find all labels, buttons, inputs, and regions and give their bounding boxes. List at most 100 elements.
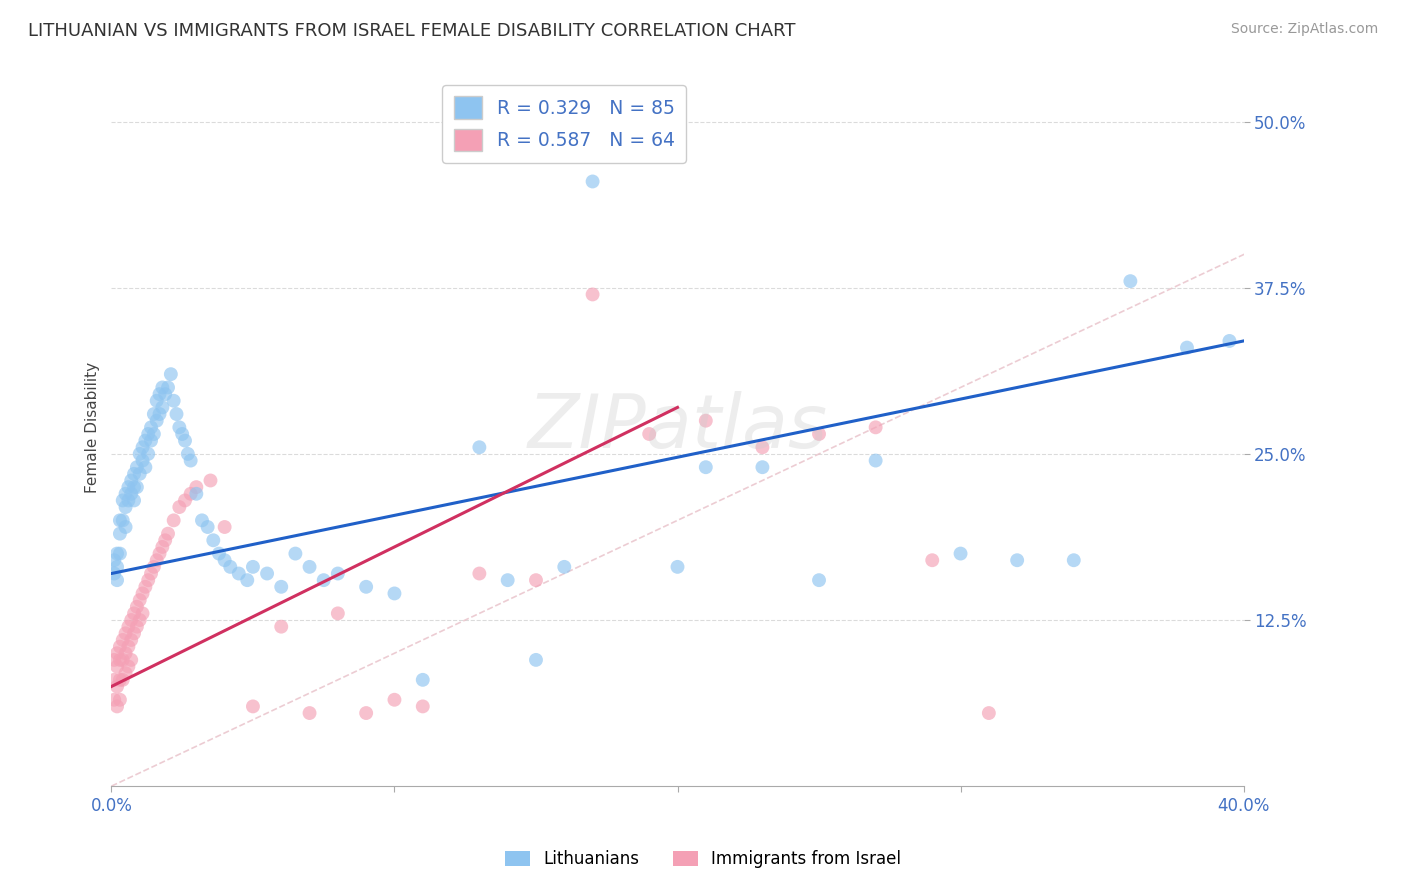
Point: [638, 427, 661, 442]
Point: [142, 427, 165, 442]
Point: [114, 626, 136, 640]
Point: [108, 653, 131, 667]
Point: [111, 673, 134, 687]
Point: [384, 586, 406, 600]
Point: [105, 646, 128, 660]
Point: [134, 460, 156, 475]
Point: [117, 480, 139, 494]
Point: [117, 659, 139, 673]
Point: [312, 573, 335, 587]
Point: [202, 533, 225, 548]
Legend: Lithuanians, Immigrants from Israel: Lithuanians, Immigrants from Israel: [498, 844, 908, 875]
Point: [103, 566, 125, 581]
Point: [270, 580, 292, 594]
Point: [122, 493, 145, 508]
Point: [139, 566, 162, 581]
Point: [105, 560, 128, 574]
Point: [142, 560, 165, 574]
Point: [148, 387, 170, 401]
Point: [120, 613, 142, 627]
Point: [186, 487, 208, 501]
Point: [125, 599, 148, 614]
Point: [412, 699, 434, 714]
Point: [191, 513, 214, 527]
Point: [117, 620, 139, 634]
Point: [384, 692, 406, 706]
Legend: R = 0.329   N = 85, R = 0.587   N = 64: R = 0.329 N = 85, R = 0.587 N = 64: [443, 85, 686, 162]
Point: [214, 553, 236, 567]
Point: [120, 632, 142, 647]
Point: [139, 420, 162, 434]
Point: [581, 174, 603, 188]
Point: [208, 547, 231, 561]
Point: [111, 632, 134, 647]
Point: [125, 620, 148, 634]
Point: [242, 699, 264, 714]
Point: [214, 520, 236, 534]
Point: [131, 453, 153, 467]
Point: [153, 387, 176, 401]
Point: [865, 453, 887, 467]
Point: [166, 407, 188, 421]
Point: [174, 493, 197, 508]
Point: [122, 626, 145, 640]
Point: [865, 420, 887, 434]
Point: [284, 547, 307, 561]
Point: [354, 580, 377, 594]
Point: [169, 500, 191, 514]
Point: [122, 607, 145, 621]
Point: [125, 460, 148, 475]
Point: [114, 500, 136, 514]
Point: [160, 367, 183, 381]
Point: [496, 573, 519, 587]
Point: [131, 440, 153, 454]
Point: [120, 487, 142, 501]
Point: [977, 706, 1000, 720]
Point: [298, 706, 321, 720]
Point: [103, 553, 125, 567]
Point: [105, 547, 128, 561]
Point: [114, 646, 136, 660]
Point: [128, 467, 150, 481]
Point: [1005, 553, 1028, 567]
Point: [949, 547, 972, 561]
Point: [174, 434, 197, 448]
Point: [242, 560, 264, 574]
Point: [117, 493, 139, 508]
Point: [145, 553, 167, 567]
Text: Source: ZipAtlas.com: Source: ZipAtlas.com: [1230, 22, 1378, 37]
Point: [298, 560, 321, 574]
Point: [139, 434, 162, 448]
Point: [468, 566, 491, 581]
Point: [270, 620, 292, 634]
Point: [105, 680, 128, 694]
Point: [921, 553, 943, 567]
Point: [131, 607, 153, 621]
Point: [1175, 341, 1198, 355]
Point: [108, 547, 131, 561]
Point: [354, 706, 377, 720]
Point: [136, 447, 159, 461]
Point: [1218, 334, 1240, 348]
Point: [150, 540, 173, 554]
Point: [150, 380, 173, 394]
Point: [172, 427, 194, 442]
Point: [180, 453, 202, 467]
Point: [200, 474, 222, 488]
Point: [412, 673, 434, 687]
Point: [108, 673, 131, 687]
Point: [120, 474, 142, 488]
Point: [114, 520, 136, 534]
Point: [148, 407, 170, 421]
Point: [128, 613, 150, 627]
Point: [695, 460, 717, 475]
Point: [125, 480, 148, 494]
Point: [177, 447, 200, 461]
Point: [128, 447, 150, 461]
Point: [122, 480, 145, 494]
Point: [136, 427, 159, 442]
Point: [103, 653, 125, 667]
Text: ZIPatlas: ZIPatlas: [527, 392, 828, 463]
Point: [256, 566, 278, 581]
Point: [150, 401, 173, 415]
